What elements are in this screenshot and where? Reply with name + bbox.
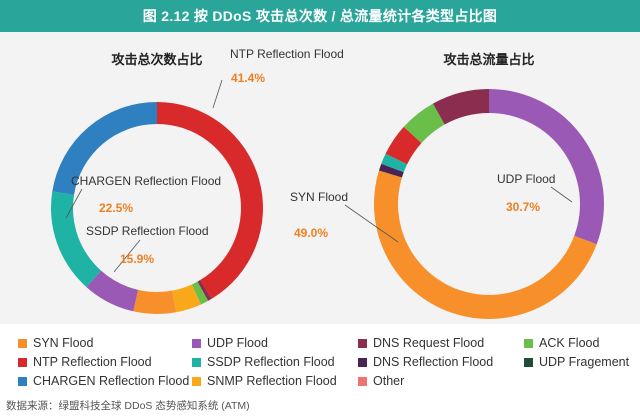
legend-label: SYN Flood: [33, 336, 94, 350]
donut-charts: 攻击总次数占比 NTP Reflection Flood 41.4% CHARG…: [50, 47, 604, 319]
label-syn-value: 49.0%: [294, 226, 328, 240]
slice-syn-flood: [374, 170, 597, 319]
slice-udp-flood: [86, 270, 139, 312]
slice-dns-request-flood: [197, 280, 212, 301]
legend-swatch: [192, 376, 201, 386]
legend-item-snmp-reflection-flood: SNMP Reflection Flood: [192, 374, 337, 388]
legend-item-syn-flood: SYN Flood: [18, 336, 93, 350]
chart-right-leaders: [344, 186, 573, 243]
label-ntp-name: NTP Reflection Flood: [230, 47, 344, 61]
figure-title: 图 2.12 按 DDoS 攻击总次数 / 总流量统计各类型占比图: [0, 0, 640, 32]
leader-udp: [550, 186, 573, 203]
legend-item-dns-request-flood: DNS Request Flood: [358, 336, 484, 350]
legend-item-ntp-reflection-flood: NTP Reflection Flood: [18, 355, 152, 369]
legend-item-chargen-reflection-flood: CHARGEN Reflection Flood: [18, 374, 189, 388]
legend-label: DNS Request Flood: [373, 336, 485, 350]
chart-left-labels: NTP Reflection Flood 41.4% CHARGEN Refle…: [71, 47, 344, 266]
legend-swatch: [358, 376, 367, 386]
legend-swatch: [192, 338, 201, 348]
legend-label: DNS Reflection Flood: [373, 355, 494, 369]
chart-right-labels: UDP Flood 30.7% SYN Flood 49.0%: [290, 172, 555, 240]
label-ntp-value: 41.4%: [231, 71, 265, 85]
legend-item-udp-flood: UDP Flood: [192, 336, 268, 350]
label-syn-name: SYN Flood: [290, 190, 348, 204]
figure-title-text: 图 2.12 按 DDoS 攻击总次数 / 总流量统计各类型占比图: [142, 8, 498, 24]
legend-label: CHARGEN Reflection Flood: [33, 374, 190, 388]
legend-label: Other: [373, 374, 405, 388]
chart-left-slices: [50, 102, 263, 314]
legend-swatch: [524, 338, 533, 348]
label-ssdp-name: SSDP Reflection Flood: [86, 224, 209, 238]
legend-swatch: [358, 338, 367, 348]
slice-ntp-reflection-flood: [157, 102, 263, 299]
leader-chargen: [65, 188, 83, 219]
slice-dns-request-flood: [432, 89, 489, 125]
source-note: 数据来源：绿盟科技全球 DDoS 态势感知系统 (ATM): [6, 400, 250, 412]
legend-item-ssdp-reflection-flood: SSDP Reflection Flood: [192, 355, 335, 369]
legend: SYN Flood UDP Flood DNS Request Flood ACK F…: [0, 330, 640, 394]
legend-item-udp-fragement: UDP Fragement: [524, 355, 629, 369]
leader-ntp: [212, 79, 223, 109]
label-chargen-name: CHARGEN Reflection Flood: [71, 174, 221, 188]
legend-label: ACK Flood: [539, 336, 600, 350]
chart-left: 攻击总次数占比 NTP Reflection Flood 41.4% CHARG…: [50, 47, 344, 314]
leader-syn: [344, 204, 399, 243]
label-chargen-value: 22.5%: [99, 201, 133, 215]
legend-label: SSDP Reflection Flood: [207, 355, 335, 369]
legend-swatch: [18, 338, 27, 348]
legend-swatch: [524, 357, 533, 367]
leader-ssdp: [113, 239, 141, 273]
legend-swatch: [192, 357, 201, 367]
chart-right-title: 攻击总流量占比: [443, 52, 534, 67]
slice-ack-flood: [191, 281, 209, 305]
legend-item-ack-flood: ACK Flood: [524, 336, 599, 350]
slice-ntp-reflection-flood: [385, 126, 422, 165]
label-udp-name: UDP Flood: [497, 172, 555, 186]
label-ssdp-value: 15.9%: [120, 252, 154, 266]
slice-syn-flood: [133, 289, 177, 314]
chart-left-leaders: [65, 79, 223, 273]
slice-ssdp-reflection-flood: [381, 153, 408, 173]
slice-dns-reflection-flood: [378, 163, 404, 178]
slice-udp-flood: [489, 89, 604, 245]
slice-snmp-reflection-flood: [172, 284, 201, 313]
legend-item-other: Other: [358, 374, 404, 388]
slice-chargen-reflection-flood: [52, 102, 157, 195]
slice-ack-flood: [403, 103, 445, 143]
label-udp-value: 30.7%: [506, 200, 540, 214]
slice-ssdp-reflection-flood: [50, 191, 102, 288]
legend-label: NTP Reflection Flood: [33, 355, 152, 369]
legend-swatch: [18, 376, 27, 386]
legend-swatch: [358, 357, 367, 367]
legend-item-dns-reflection-flood: DNS Reflection Flood: [358, 355, 493, 369]
legend-swatch: [18, 357, 27, 367]
legend-label: UDP Fragement: [539, 355, 630, 369]
chart-left-title: 攻击总次数占比: [111, 52, 202, 67]
chart-right: 攻击总流量占比 UDP Flood 30.7% SYN Flood 49.0%: [290, 52, 604, 319]
legend-label: UDP Flood: [207, 336, 268, 350]
legend-label: SNMP Reflection Flood: [207, 374, 337, 388]
chart-right-slices: [374, 89, 604, 319]
